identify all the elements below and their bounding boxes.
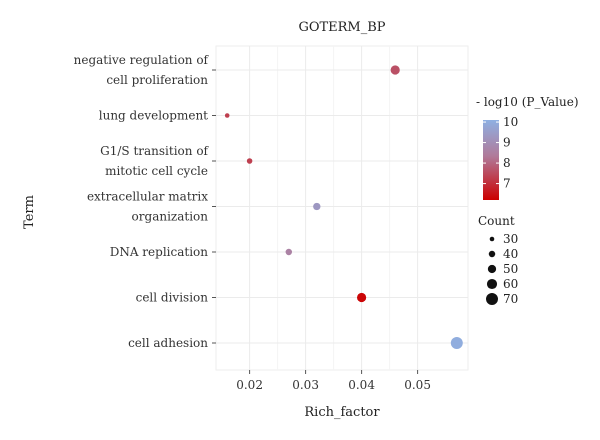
- y-tick-label: organization: [132, 210, 209, 224]
- size-legend-label: 60: [503, 277, 518, 291]
- data-point: [450, 337, 463, 349]
- data-point: [390, 65, 400, 75]
- y-axis-title: Term: [22, 195, 37, 229]
- size-legend-title: Count: [478, 214, 515, 228]
- x-axis-title: Rich_factor: [304, 405, 380, 420]
- size-legend-dot: [488, 250, 496, 258]
- data-point: [357, 292, 367, 303]
- data-point: [246, 158, 253, 164]
- colorbar-tick-label: 8: [503, 156, 511, 170]
- y-tick-label: DNA replication: [110, 245, 209, 259]
- colorbar-ticks: 10 9 8 7: [483, 115, 518, 191]
- x-tick-label: 0.02: [236, 378, 263, 392]
- x-tick-label: 0.04: [348, 378, 375, 392]
- y-tick-label: cell proliferation: [106, 73, 208, 87]
- y-tick-label: G1/S transition of: [100, 144, 209, 158]
- x-tick-label: 0.05: [404, 378, 431, 392]
- y-tick-label: lung development: [99, 109, 208, 123]
- x-tick-label: 0.03: [292, 378, 319, 392]
- size-legend-label: 50: [503, 262, 518, 276]
- grid-lines: [216, 46, 468, 370]
- y-tick-label: negative regulation of: [74, 53, 210, 67]
- data-point: [285, 248, 293, 256]
- chart-title: GOTERM_BP: [298, 20, 385, 35]
- colorbar-tick-label: 10: [503, 115, 518, 129]
- y-tick-label: cell division: [136, 291, 209, 305]
- size-legend-dot: [486, 278, 498, 290]
- y-tick-labels: negative regulation of cell proliferation…: [74, 53, 216, 350]
- data-points: [224, 65, 463, 349]
- y-tick-label: cell adhesion: [128, 336, 208, 350]
- y-tick-label: extracellular matrix: [87, 190, 208, 204]
- data-point: [224, 113, 230, 118]
- colorbar: [483, 120, 499, 200]
- size-legend-label: 70: [503, 292, 518, 306]
- size-legend-label: 40: [503, 247, 518, 261]
- x-axis: 0.02 0.03 0.04 0.05: [236, 370, 431, 392]
- size-legend-label: 30: [503, 232, 518, 246]
- size-legend-dot: [487, 264, 497, 274]
- color-legend-title: - log10 (P_Value): [476, 95, 579, 109]
- size-legend-dot: [486, 293, 498, 305]
- data-point: [313, 202, 321, 211]
- colorbar-tick-label: 7: [503, 177, 511, 191]
- size-legend-dot: [489, 236, 495, 242]
- color-legend: - log10 (P_Value) 10 9 8 7: [476, 95, 579, 200]
- colorbar-tick-label: 9: [503, 136, 511, 150]
- y-tick-label: mitotic cell cycle: [105, 164, 208, 178]
- plot-panel: [215, 45, 469, 371]
